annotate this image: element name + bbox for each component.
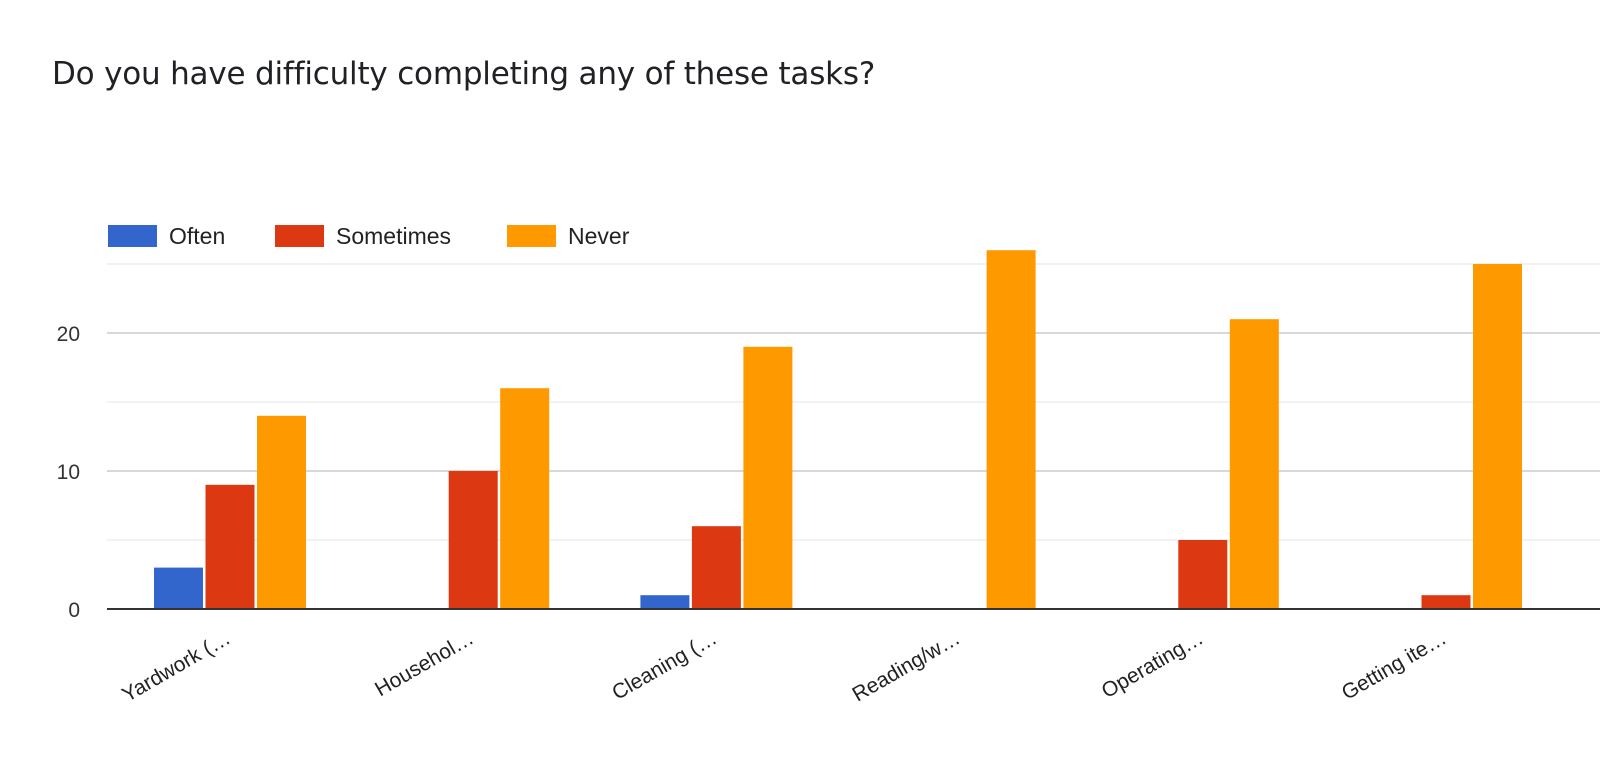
x-category-label: Yardwork (… <box>118 626 234 706</box>
bar-often[interactable] <box>154 567 203 609</box>
bar-sometimes[interactable] <box>1421 595 1471 609</box>
legend-swatch-sometimes <box>275 225 324 247</box>
x-category-label: Getting ite… <box>1338 626 1451 704</box>
bar-never[interactable] <box>500 388 550 609</box>
y-tick-label: 10 <box>57 461 80 484</box>
legend-label-often: Often <box>169 223 225 249</box>
legend-label-never: Never <box>568 223 630 249</box>
x-axis-labels: Yardwork (… Househol… Cleaning (… Reading/w… <box>118 626 1450 706</box>
y-tick-label: 0 <box>68 599 80 622</box>
x-category-label: Househol… <box>371 626 478 701</box>
legend-label-sometimes: Sometimes <box>336 223 451 249</box>
chart-title: Do you have difficulty completing any of… <box>52 56 876 92</box>
legend-swatch-often <box>108 225 157 247</box>
bar-never[interactable] <box>257 415 306 609</box>
bar-sometimes[interactable] <box>1178 540 1228 609</box>
legend-swatch-never <box>507 225 556 247</box>
gridlines <box>107 263 1600 541</box>
legend: Often Sometimes Never <box>108 223 630 249</box>
bar-sometimes[interactable] <box>448 471 498 609</box>
y-tick-label: 20 <box>57 323 80 346</box>
bar-never[interactable] <box>986 250 1036 609</box>
bar-never[interactable] <box>1473 264 1522 609</box>
x-category-label: Cleaning (… <box>608 626 721 704</box>
bar-sometimes[interactable] <box>205 484 255 609</box>
bar-sometimes[interactable] <box>691 526 741 609</box>
bar-never[interactable] <box>743 346 793 609</box>
bar-often[interactable] <box>640 595 690 609</box>
bar-never[interactable] <box>1229 319 1279 609</box>
x-category-label: Operating… <box>1098 626 1208 703</box>
bars <box>154 250 1522 609</box>
y-axis-ticks: 0 10 20 <box>57 323 80 622</box>
x-category-label: Reading/w… <box>848 626 964 706</box>
